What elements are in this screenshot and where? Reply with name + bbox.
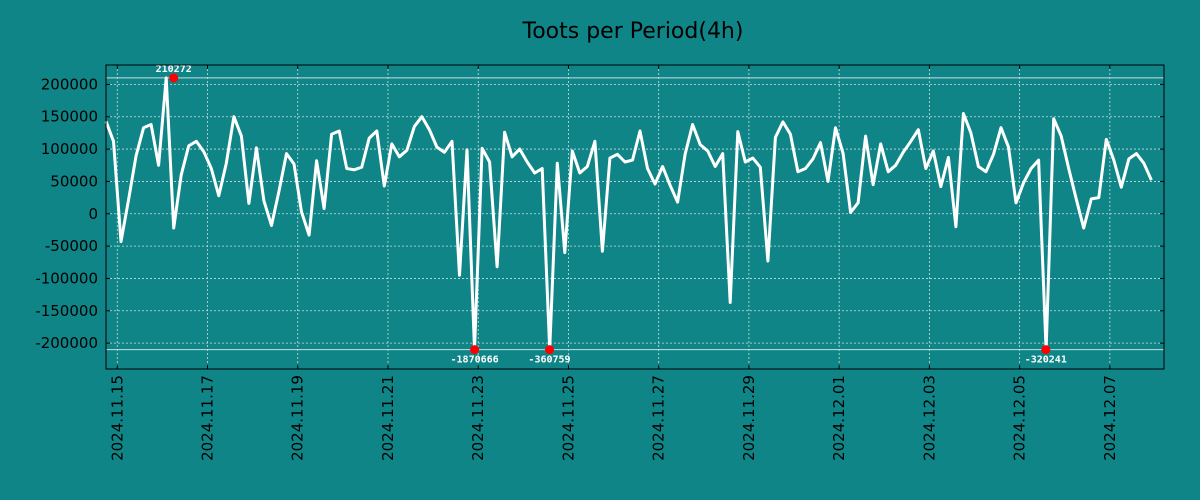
x-tick-label: 2024.11.19 [289, 375, 307, 461]
annotation-label: -320241 [1025, 355, 1067, 366]
annotation-label: -1870666 [451, 355, 499, 366]
clip-marker [1041, 345, 1051, 355]
x-tick-label: 2024.12.01 [830, 375, 848, 461]
x-tick-label: 2024.11.21 [379, 375, 397, 461]
y-tick-label: 100000 [41, 140, 98, 158]
series-line-toots [104, 76, 1153, 352]
x-tick-label: 2024.11.17 [199, 375, 217, 461]
series-layer [104, 76, 1153, 352]
x-tick-label: 2024.11.23 [469, 375, 487, 461]
y-tick-label: 150000 [41, 108, 98, 126]
y-tick-label: -50000 [45, 237, 98, 255]
annotation-label: -360759 [528, 355, 570, 366]
x-axis-ticks: 2024.11.15 2024.11.17 2024.11.19 2024.11.21… [108, 65, 1119, 461]
y-axis-ticks: 200000 150000 100000 50000 0 -50000 -100000 -15… [35, 75, 1164, 352]
plot-frame [105, 64, 1165, 370]
x-tick-label: 2024.12.07 [1101, 375, 1119, 461]
annotation-labels: 210272 -1870666 -360759 -320241 [156, 64, 1067, 366]
grid-lines [106, 65, 1164, 369]
chart-title: Toots per Period(4h) [522, 19, 744, 44]
clip-limit-lines [106, 77, 1164, 351]
y-tick-label: -100000 [35, 269, 98, 287]
y-tick-label: -150000 [35, 302, 98, 320]
x-tick-label: 2024.12.05 [1011, 375, 1029, 461]
x-tick-label: 2024.11.25 [559, 375, 577, 461]
x-tick-label: 2024.11.29 [740, 375, 758, 461]
y-tick-label: 0 [88, 205, 98, 223]
x-tick-label: 2024.11.15 [108, 375, 126, 461]
y-tick-label: 200000 [41, 75, 98, 93]
y-tick-label: -200000 [35, 334, 98, 352]
y-tick-label: 50000 [50, 172, 98, 190]
annotation-label: 210272 [156, 64, 192, 75]
clip-marker [169, 73, 179, 83]
clip-marker [470, 345, 480, 355]
x-tick-label: 2024.12.03 [920, 375, 938, 461]
clip-marker [545, 345, 555, 355]
clip-markers [169, 73, 1051, 355]
x-tick-label: 2024.11.27 [650, 375, 668, 461]
